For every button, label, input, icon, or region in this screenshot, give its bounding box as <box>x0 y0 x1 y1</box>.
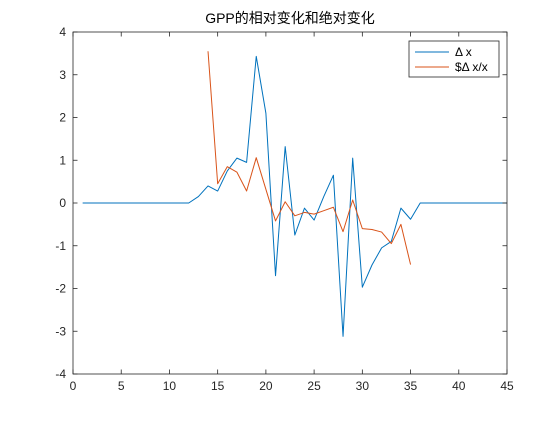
chart-title: GPP的相对变化和绝对变化 <box>205 10 375 26</box>
y-tick-label: -2 <box>55 282 66 296</box>
x-tick-label: 45 <box>500 379 514 393</box>
x-tick-label: 35 <box>404 379 418 393</box>
y-tick-label: 4 <box>59 25 66 39</box>
legend: Δ x$Δ x/x <box>408 40 500 78</box>
y-tick-label: 3 <box>59 68 66 82</box>
x-tick-label: 25 <box>307 379 321 393</box>
y-tick-label: -4 <box>55 367 66 381</box>
legend-label-2: $Δ x/x <box>455 60 488 74</box>
legend-box <box>408 40 500 78</box>
x-tick-label: 15 <box>211 379 225 393</box>
x-tick-label: 30 <box>356 379 370 393</box>
y-tick-label: 2 <box>59 111 66 125</box>
x-tick-label: 0 <box>70 379 77 393</box>
y-tick-label: 1 <box>59 153 66 167</box>
y-tick-label: -1 <box>55 239 66 253</box>
x-tick-label: 40 <box>452 379 466 393</box>
y-tick-label: -3 <box>55 324 66 338</box>
plot-lines <box>82 51 507 337</box>
x-tick-label: 5 <box>118 379 125 393</box>
axes: 0 5 10 15 20 25 30 35 40 45 -4 -3 -2 -1 0 1 2 3 4 <box>55 25 514 393</box>
legend-label-1: Δ x <box>455 45 472 59</box>
y-tick-label: 0 <box>59 196 66 210</box>
x-tick-label: 10 <box>163 379 177 393</box>
series-line-1 <box>82 55 507 337</box>
series-line-2 <box>207 51 412 265</box>
x-tick-label: 20 <box>259 379 273 393</box>
